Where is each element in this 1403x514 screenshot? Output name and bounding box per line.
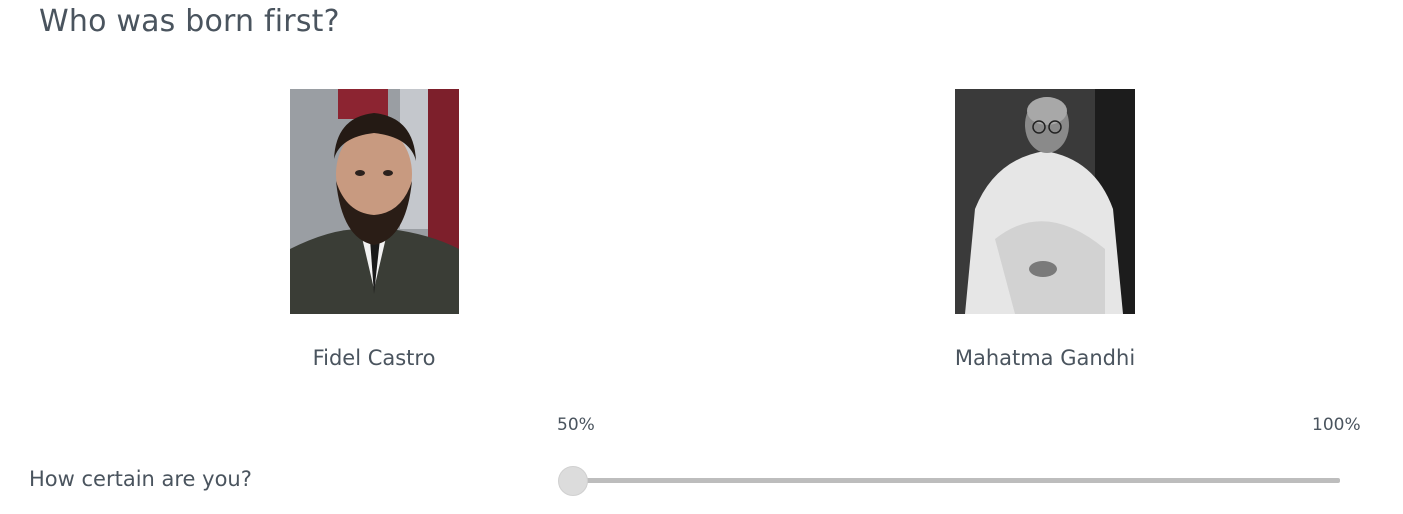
certainty-label: How certain are you? (29, 467, 252, 491)
question-title: Who was born first? (39, 4, 340, 39)
mahatma-gandhi-portrait[interactable] (955, 89, 1135, 314)
slider-track[interactable] (572, 478, 1340, 483)
option-fidel-castro[interactable]: Fidel Castro (274, 89, 474, 370)
option-mahatma-gandhi[interactable]: Mahatma Gandhi (945, 89, 1145, 370)
fidel-castro-portrait[interactable] (289, 89, 459, 314)
option-name-fidel-castro: Fidel Castro (312, 346, 436, 370)
certainty-min-label: 50% (557, 415, 595, 435)
slider-thumb[interactable] (558, 466, 588, 496)
option-name-mahatma-gandhi: Mahatma Gandhi (954, 346, 1136, 370)
certainty-max-label: 100% (1312, 415, 1361, 435)
certainty-slider[interactable] (558, 466, 1340, 496)
